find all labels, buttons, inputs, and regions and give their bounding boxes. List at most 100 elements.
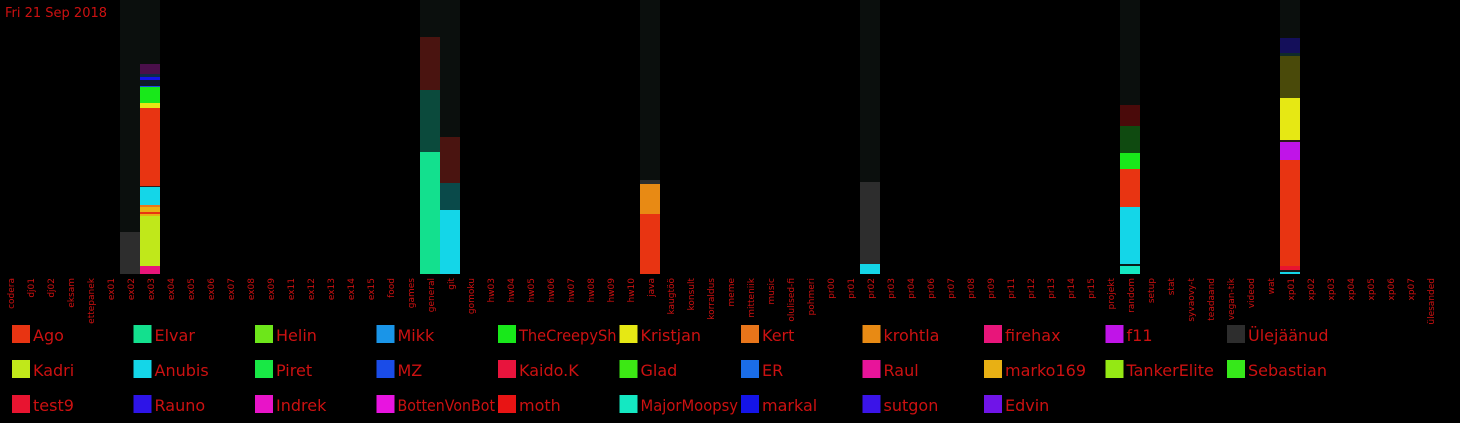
category-label: random	[1127, 278, 1137, 313]
legend-swatch	[498, 325, 516, 343]
legend-swatch	[376, 360, 395, 378]
category-label: ex13	[327, 278, 337, 300]
legend-swatch	[984, 395, 1002, 413]
category-label: ex06	[207, 278, 217, 300]
bar-segment	[440, 137, 460, 183]
bar-segment	[1280, 142, 1300, 160]
legend-label: markal	[762, 396, 817, 415]
category-label: games	[407, 278, 417, 309]
bar-segment	[140, 86, 160, 87]
bar-segment	[1120, 153, 1140, 169]
legend-label: Raul	[884, 361, 919, 380]
category-label: hw08	[587, 278, 597, 303]
bar-stacks	[120, 37, 1300, 274]
category-label: kaugtöö	[667, 278, 677, 315]
bar-segment	[420, 90, 440, 152]
legend-swatch	[619, 395, 638, 413]
bar-segment	[420, 37, 440, 90]
category-label: pr06	[927, 278, 937, 299]
legend-label: Ülejäänud	[1248, 326, 1329, 345]
bar-segment	[140, 77, 160, 80]
bar-segment	[140, 187, 160, 205]
category-label: pr13	[1047, 278, 1057, 299]
bar-segment	[1280, 53, 1300, 56]
category-label: gomoku	[467, 278, 477, 314]
category-label: ex01	[107, 278, 117, 300]
bar-segment	[140, 205, 160, 207]
legend-label: MZ	[398, 361, 423, 380]
bar-segment	[140, 207, 160, 212]
category-label: xp04	[1347, 278, 1357, 301]
legend-label: f11	[1127, 326, 1153, 345]
bar-segment	[860, 182, 880, 264]
category-label: pr12	[1027, 278, 1037, 299]
legend-swatch	[862, 395, 881, 413]
legend-swatch	[741, 325, 759, 343]
legend-swatch	[498, 395, 516, 413]
legend-swatch	[619, 360, 638, 378]
category-label: pr15	[1087, 278, 1097, 299]
bar-segment	[140, 186, 160, 187]
category-label: dj02	[47, 278, 57, 298]
legend-label: Anubis	[155, 361, 209, 380]
category-label: pr03	[887, 278, 897, 299]
bar-segment	[140, 80, 160, 86]
legend-swatch	[862, 360, 881, 378]
category-label: ettepanek	[87, 277, 97, 324]
legend-swatch	[984, 360, 1002, 378]
category-label: vegan-tik	[1227, 277, 1237, 320]
bar-segment	[140, 64, 160, 74]
legend-label: Kert	[762, 326, 794, 345]
category-label: ex07	[227, 278, 237, 300]
bar-segment	[1280, 38, 1300, 53]
bar-segment	[860, 264, 880, 274]
category-label: pr08	[967, 278, 977, 299]
category-label: pohmeri	[807, 278, 817, 315]
legend-label: Kaido.K	[519, 361, 579, 380]
legend-label: Kristjan	[641, 326, 702, 345]
legend-label: Kadri	[33, 361, 74, 380]
legend-swatch	[255, 360, 273, 378]
legend-swatch	[376, 395, 395, 413]
legend-label: Sebastian	[1248, 361, 1327, 380]
category-label: java	[647, 278, 657, 298]
legend-label: Glad	[641, 361, 678, 380]
legend-swatch	[12, 360, 30, 378]
category-label: pr11	[1007, 278, 1017, 299]
category-label: pr00	[827, 278, 837, 299]
date-label: Fri 21 Sep 2018	[5, 6, 107, 21]
bar-segment	[440, 183, 460, 210]
bar-segment	[1280, 270, 1300, 272]
category-label: pr07	[947, 278, 957, 299]
bar-segment	[1120, 207, 1140, 264]
bar-segment	[640, 214, 660, 274]
bar-segment	[1120, 105, 1140, 126]
bar-segment	[420, 152, 440, 274]
category-label: xp06	[1387, 278, 1397, 301]
bar-segment	[120, 232, 140, 274]
legend: Ago Elvar Helin Mikk TheCreepySh Kristjan Kert…	[12, 325, 1329, 415]
bar-segment	[1280, 140, 1300, 142]
legend-swatch	[1105, 325, 1124, 343]
column-background	[120, 0, 140, 274]
bar-segment	[140, 74, 160, 77]
category-label: hw10	[627, 278, 637, 303]
legend-swatch	[741, 360, 759, 378]
legend-label: Helin	[276, 326, 317, 345]
bar-segment	[1280, 98, 1300, 140]
category-label: general	[427, 278, 437, 312]
legend-swatch	[133, 360, 152, 378]
category-label: ex04	[167, 278, 177, 300]
legend-swatch	[1227, 360, 1245, 378]
legend-swatch	[376, 325, 395, 343]
legend-label: Edvin	[1005, 396, 1049, 415]
category-label: pr02	[867, 278, 877, 299]
bar-segment	[140, 87, 160, 103]
category-label: pr09	[987, 278, 997, 299]
category-label: syvaovy-t	[1187, 278, 1197, 322]
category-label: olulised-fi	[787, 278, 797, 322]
category-label: ex08	[247, 278, 257, 300]
category-label: xp07	[1407, 278, 1417, 301]
category-label: setup	[1147, 278, 1157, 303]
